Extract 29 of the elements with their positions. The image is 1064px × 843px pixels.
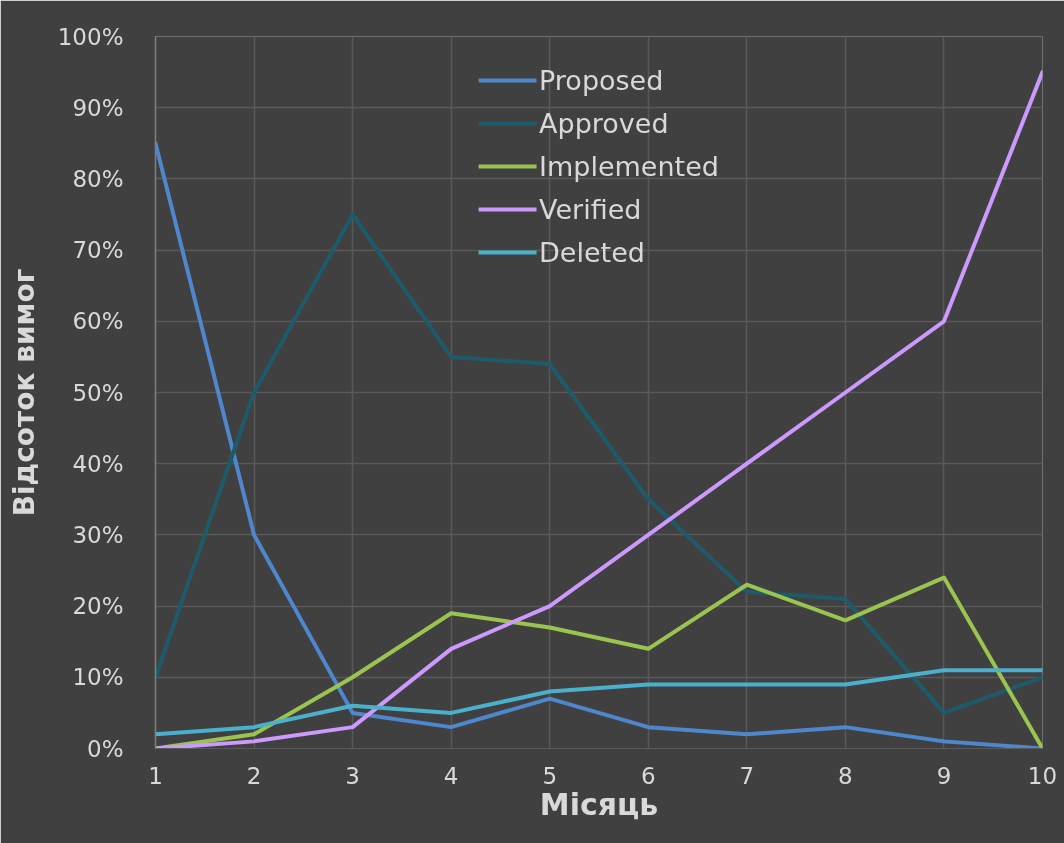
line-series xyxy=(155,668,1043,737)
x-tick-label: 7 xyxy=(739,762,755,789)
legend-label: Deleted xyxy=(539,235,645,270)
legend-label: Implemented xyxy=(539,149,719,184)
y-tick-label: 100% xyxy=(57,23,124,50)
y-tick-label: 0% xyxy=(87,735,124,762)
legend-label: Verified xyxy=(539,192,642,227)
x-tick-label: 2 xyxy=(246,762,262,789)
x-axis-title: Місяць xyxy=(539,786,659,822)
x-tick-label: 9 xyxy=(936,762,952,789)
y-tick-label: 10% xyxy=(72,664,124,691)
y-tick-label: 30% xyxy=(72,521,124,548)
x-tick-label: 1 xyxy=(148,762,163,789)
y-axis-title: Відсоток вимог xyxy=(7,268,41,517)
x-tick-label: 4 xyxy=(443,762,459,789)
legend-label: Proposed xyxy=(539,63,664,98)
x-tick-label: 10 xyxy=(1027,762,1058,789)
y-tick-label: 60% xyxy=(72,308,124,335)
x-tick-label: 6 xyxy=(640,762,656,789)
y-tick-label: 80% xyxy=(72,165,124,192)
legend-label: Approved xyxy=(539,106,669,141)
x-tick-label: 5 xyxy=(542,762,558,789)
y-tick-label: 90% xyxy=(72,94,124,121)
x-tick-label: 8 xyxy=(838,762,853,789)
y-tick-label: 50% xyxy=(72,379,124,406)
y-tick-label: 20% xyxy=(72,593,124,620)
y-tick-label: 70% xyxy=(72,237,124,264)
y-tick-label: 40% xyxy=(72,450,124,477)
x-tick-label: 3 xyxy=(345,762,360,789)
